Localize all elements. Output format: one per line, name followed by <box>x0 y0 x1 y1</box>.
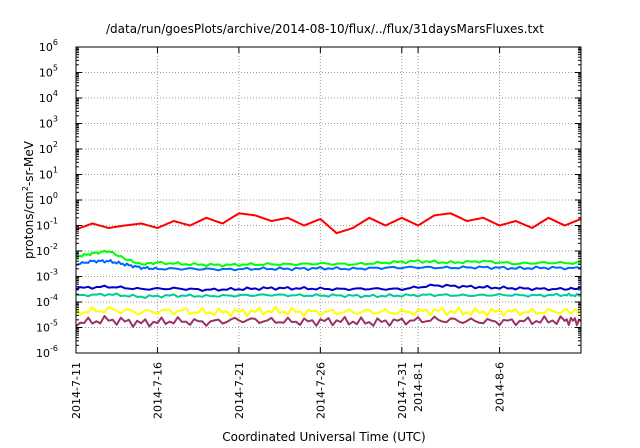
series-line-3 <box>75 283 582 292</box>
series-line-1 <box>75 249 582 268</box>
chart-title: /data/run/goesPlots/archive/2014-08-10/f… <box>106 22 544 36</box>
y-tick-label-9: 10-3 <box>36 268 58 284</box>
x-tick-label-4: 2014-7-31 <box>396 362 409 419</box>
y-tick-label-3: 103 <box>39 115 58 131</box>
y-tick-label-1: 105 <box>39 64 58 80</box>
y-axis-label-rest: -sr-MeV <box>22 140 36 186</box>
y-tick-label-8: 10-2 <box>36 242 58 258</box>
series-line-6 <box>75 315 582 328</box>
series-line-0 <box>75 212 582 235</box>
series-line-5 <box>75 305 582 318</box>
x-tick-label-0: 2014-7-11 <box>70 362 83 419</box>
series-line-4 <box>75 292 582 299</box>
y-tick-label-11: 10-5 <box>36 319 58 335</box>
x-tick-label-1: 2014-7-16 <box>151 362 164 419</box>
y-tick-label-12: 10-6 <box>36 344 58 360</box>
y-tick-label-10: 10-4 <box>36 293 58 309</box>
x-axis-ticks: 2014-7-11 2014-7-16 2014-7-21 2014-7-26 2014… <box>70 47 507 419</box>
series-lines <box>75 212 582 328</box>
y-axis-label-base: protons/cm <box>22 191 36 259</box>
x-tick-label-6: 2014-8-6 <box>494 362 507 412</box>
x-tick-label-5: 2014-8-1 <box>412 362 425 412</box>
y-tick-label-5: 101 <box>39 166 58 182</box>
y-axis-label: protons/cm2-sr-MeV <box>21 140 36 259</box>
y-axis-label-sup: 2 <box>21 186 30 191</box>
series-line-2 <box>75 259 582 272</box>
y-tick-label-0: 106 <box>39 38 58 54</box>
x-axis-label: Coordinated Universal Time (UTC) <box>222 430 425 444</box>
grid-lines <box>76 47 581 353</box>
x-tick-label-2: 2014-7-21 <box>233 362 246 419</box>
y-tick-label-7: 10-1 <box>36 217 58 233</box>
y-tick-label-4: 102 <box>39 140 58 156</box>
y-tick-label-6: 100 <box>39 191 58 207</box>
y-tick-label-2: 104 <box>39 89 58 105</box>
y-axis-ticks: 106 105 104 103 102 101 100 10-1 10-2 10-3 10-4 10-… <box>36 38 581 360</box>
x-tick-label-3: 2014-7-26 <box>314 362 327 419</box>
